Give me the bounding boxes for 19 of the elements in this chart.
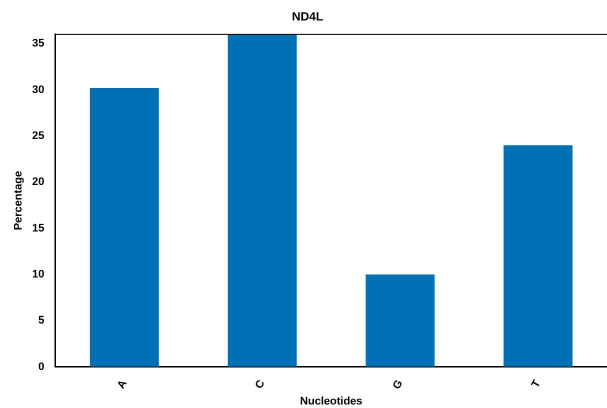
y-tick-label: 30 xyxy=(32,84,44,96)
x-tick-label: A xyxy=(115,378,130,391)
x-tick-label: T xyxy=(530,378,544,390)
chart-title: ND4L xyxy=(292,10,324,24)
y-tick-label: 25 xyxy=(32,130,44,142)
y-tick-label: 35 xyxy=(32,38,44,50)
y-tick-label: 10 xyxy=(32,268,44,280)
y-tick-label: 15 xyxy=(32,222,44,234)
x-tick-label: C xyxy=(253,378,268,391)
bar xyxy=(228,34,297,367)
x-tick-label: G xyxy=(390,378,406,392)
y-tick-label: 0 xyxy=(38,360,44,373)
x-axis-title: Nucleotides xyxy=(300,395,362,408)
y-axis-title: Percentage xyxy=(12,170,25,230)
bar xyxy=(366,274,435,367)
bar xyxy=(504,145,573,367)
y-tick-label: 5 xyxy=(38,314,44,327)
bar xyxy=(90,88,159,367)
y-tick-label: 20 xyxy=(32,176,44,188)
